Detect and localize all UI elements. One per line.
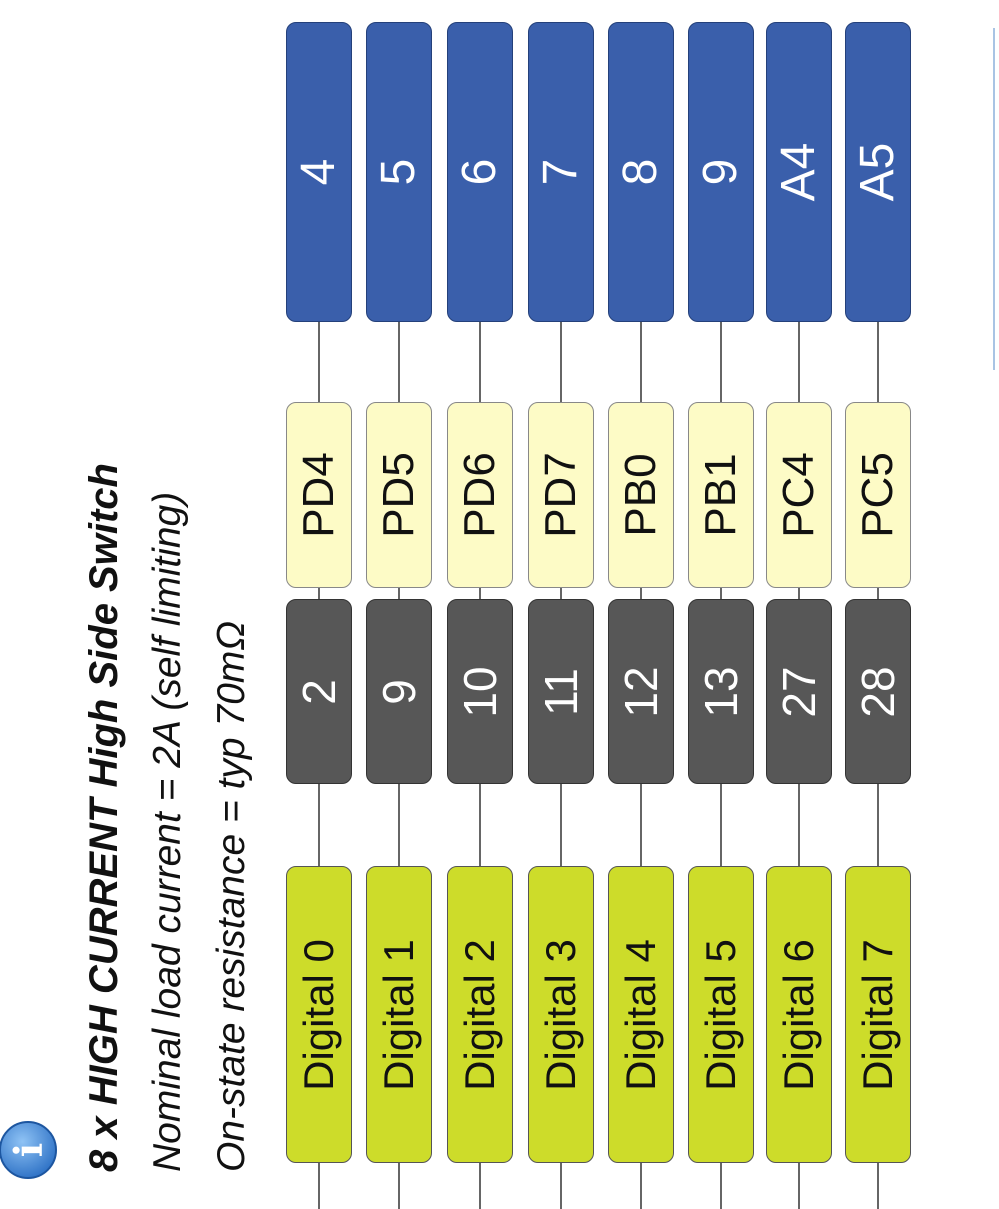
digital-box: Digital 3 <box>528 866 594 1163</box>
arduino-label: A4 <box>772 142 825 202</box>
arduino-label: 8 <box>614 158 667 186</box>
arduino-label: 5 <box>372 158 425 186</box>
digital-label: Digital 6 <box>775 938 822 1091</box>
digital-box: Digital 2 <box>447 866 513 1163</box>
load-current-note: Nominal load current = 2A (self limiting… <box>146 491 189 1172</box>
pin-label: 2 <box>293 678 345 705</box>
port-box: PB0 <box>608 402 674 588</box>
pin-box: 9 <box>366 599 432 784</box>
digital-box: Digital 6 <box>766 866 832 1163</box>
pin-label: 28 <box>852 665 904 718</box>
digital-box: Digital 4 <box>608 866 674 1163</box>
arduino-label: 4 <box>292 158 345 186</box>
digital-box: Digital 1 <box>366 866 432 1163</box>
pin-box: 13 <box>688 599 754 784</box>
pin-label: 12 <box>615 665 667 718</box>
page-title: 8 x HIGH CURRENT High Side Switch <box>82 463 126 1172</box>
pin-box: 28 <box>845 599 911 784</box>
pin-label: 13 <box>695 665 747 718</box>
arduino-label: 6 <box>453 158 506 186</box>
digital-label: Digital 5 <box>697 938 744 1091</box>
digital-label: Digital 1 <box>375 938 422 1091</box>
pin-box: 11 <box>528 599 594 784</box>
pin-box: 12 <box>608 599 674 784</box>
arduino-box: 5 <box>366 22 432 322</box>
arduino-label: 9 <box>694 158 747 186</box>
arduino-box: 9 <box>688 22 754 322</box>
digital-label: Digital 2 <box>456 938 503 1091</box>
pin-label: 27 <box>773 665 825 718</box>
pin-box: 27 <box>766 599 832 784</box>
port-box: PC5 <box>845 402 911 588</box>
port-label: PD5 <box>374 452 423 538</box>
arduino-box: 7 <box>528 22 594 322</box>
port-label: PD6 <box>455 452 504 538</box>
port-label: PD7 <box>536 452 585 538</box>
port-box: PD4 <box>286 402 352 588</box>
port-label: PD4 <box>294 452 343 538</box>
digital-label: Digital 7 <box>854 938 901 1091</box>
digital-box: Digital 5 <box>688 866 754 1163</box>
pin-label: 10 <box>454 665 506 718</box>
digital-label: Digital 0 <box>295 938 342 1091</box>
arduino-box: A4 <box>766 22 832 322</box>
frame-edge-line <box>993 28 995 370</box>
digital-box: Digital 7 <box>845 866 911 1163</box>
port-box: PD6 <box>447 402 513 588</box>
port-label: PC4 <box>774 452 823 538</box>
arduino-box: 6 <box>447 22 513 322</box>
pin-box: 2 <box>286 599 352 784</box>
port-label: PB0 <box>616 453 665 537</box>
arduino-box: 4 <box>286 22 352 322</box>
port-box: PB1 <box>688 402 754 588</box>
on-resistance-note: On-state resistance = typ 70mΩ <box>210 621 253 1172</box>
pin-box: 10 <box>447 599 513 784</box>
pin-label: 11 <box>535 667 587 716</box>
port-box: PD7 <box>528 402 594 588</box>
svg-text:i: i <box>6 1143 51 1157</box>
arduino-box: A5 <box>845 22 911 322</box>
digital-label: Digital 4 <box>617 938 664 1091</box>
arduino-label: 7 <box>534 158 587 186</box>
port-label: PC5 <box>853 452 902 538</box>
arduino-box: 8 <box>608 22 674 322</box>
digital-label: Digital 3 <box>537 938 584 1091</box>
port-label: PB1 <box>696 453 745 537</box>
port-box: PC4 <box>766 402 832 588</box>
pin-label: 9 <box>373 678 425 705</box>
port-box: PD5 <box>366 402 432 588</box>
digital-box: Digital 0 <box>286 866 352 1163</box>
arduino-label: A5 <box>851 142 904 202</box>
info-icon: i <box>0 1121 57 1179</box>
